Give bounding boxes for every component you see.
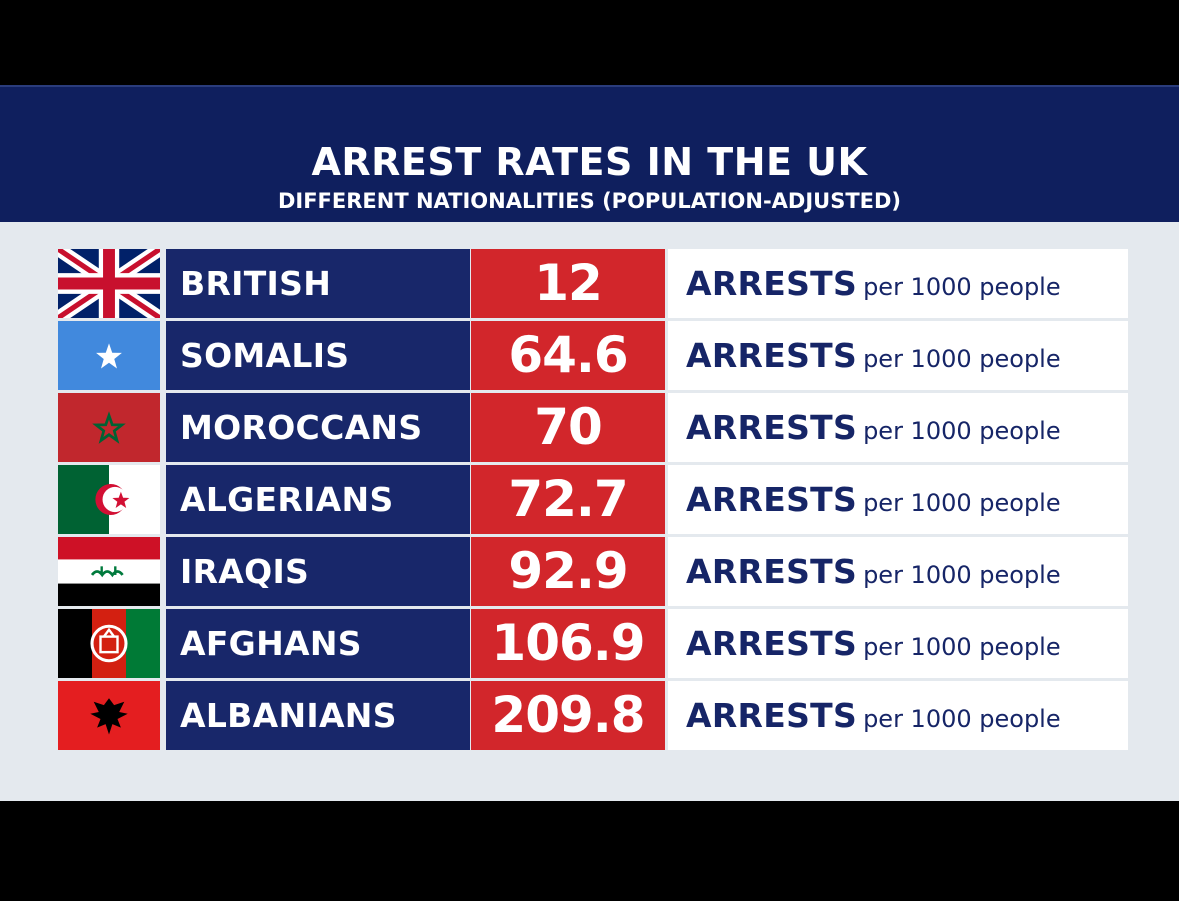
albania-flag-icon — [58, 681, 160, 750]
nationality-label: MOROCCANS — [166, 393, 470, 462]
unit-big: ARRESTS — [686, 480, 858, 519]
unit-small: per 1000 people — [863, 705, 1061, 733]
unit-small: per 1000 people — [863, 489, 1061, 517]
arrest-rate-value: 64.6 — [471, 321, 665, 390]
uk-flag-icon — [58, 249, 160, 318]
arrest-rate-value: 70 — [471, 393, 665, 462]
unit-small: per 1000 people — [863, 561, 1061, 589]
algeria-flag-icon — [58, 465, 160, 534]
unit-small: per 1000 people — [863, 345, 1061, 373]
arrest-rate-value: 106.9 — [471, 609, 665, 678]
header-banner: ARREST RATES IN THE UK DIFFERENT NATIONA… — [0, 85, 1179, 222]
nationality-label: ALBANIANS — [166, 681, 470, 750]
nationality-label: AFGHANS — [166, 609, 470, 678]
somalia-flag-icon — [58, 321, 160, 390]
iraq-flag-icon — [58, 537, 160, 606]
unit-small: per 1000 people — [863, 633, 1061, 661]
arrest-rate-value: 92.9 — [471, 537, 665, 606]
unit-big: ARRESTS — [686, 552, 858, 591]
table-row: BRITISH 12 ARRESTS per 1000 people — [58, 249, 1128, 318]
unit-label: ARRESTS per 1000 people — [668, 249, 1128, 318]
infographic: ARREST RATES IN THE UK DIFFERENT NATIONA… — [0, 85, 1179, 801]
page-subtitle: DIFFERENT NATIONALITIES (POPULATION-ADJU… — [277, 189, 902, 213]
arrest-rate-value: 209.8 — [471, 681, 665, 750]
table-row: AFGHANS 106.9 ARRESTS per 1000 people — [58, 609, 1128, 678]
unit-big: ARRESTS — [686, 336, 858, 375]
unit-big: ARRESTS — [686, 624, 858, 663]
arrest-rate-value: 72.7 — [471, 465, 665, 534]
page-title: ARREST RATES IN THE UK — [311, 140, 868, 184]
unit-label: ARRESTS per 1000 people — [668, 537, 1128, 606]
unit-label: ARRESTS per 1000 people — [668, 609, 1128, 678]
nationality-label: IRAQIS — [166, 537, 470, 606]
table-row: ALGERIANS 72.7 ARRESTS per 1000 people — [58, 465, 1128, 534]
unit-small: per 1000 people — [863, 417, 1061, 445]
unit-label: ARRESTS per 1000 people — [668, 321, 1128, 390]
table-row: SOMALIS 64.6 ARRESTS per 1000 people — [58, 321, 1128, 390]
arrest-rate-value: 12 — [471, 249, 665, 318]
unit-label: ARRESTS per 1000 people — [668, 681, 1128, 750]
nationality-label: BRITISH — [166, 249, 470, 318]
unit-small: per 1000 people — [863, 273, 1061, 301]
unit-label: ARRESTS per 1000 people — [668, 465, 1128, 534]
table-row: ALBANIANS 209.8 ARRESTS per 1000 people — [58, 681, 1128, 750]
table-row: IRAQIS 92.9 ARRESTS per 1000 people — [58, 537, 1128, 606]
unit-big: ARRESTS — [686, 264, 858, 303]
morocco-flag-icon — [58, 393, 160, 462]
unit-label: ARRESTS per 1000 people — [668, 393, 1128, 462]
afghanistan-flag-icon — [58, 609, 160, 678]
unit-big: ARRESTS — [686, 696, 858, 735]
nationality-label: SOMALIS — [166, 321, 470, 390]
unit-big: ARRESTS — [686, 408, 858, 447]
nationality-label: ALGERIANS — [166, 465, 470, 534]
table-row: MOROCCANS 70 ARRESTS per 1000 people — [58, 393, 1128, 462]
